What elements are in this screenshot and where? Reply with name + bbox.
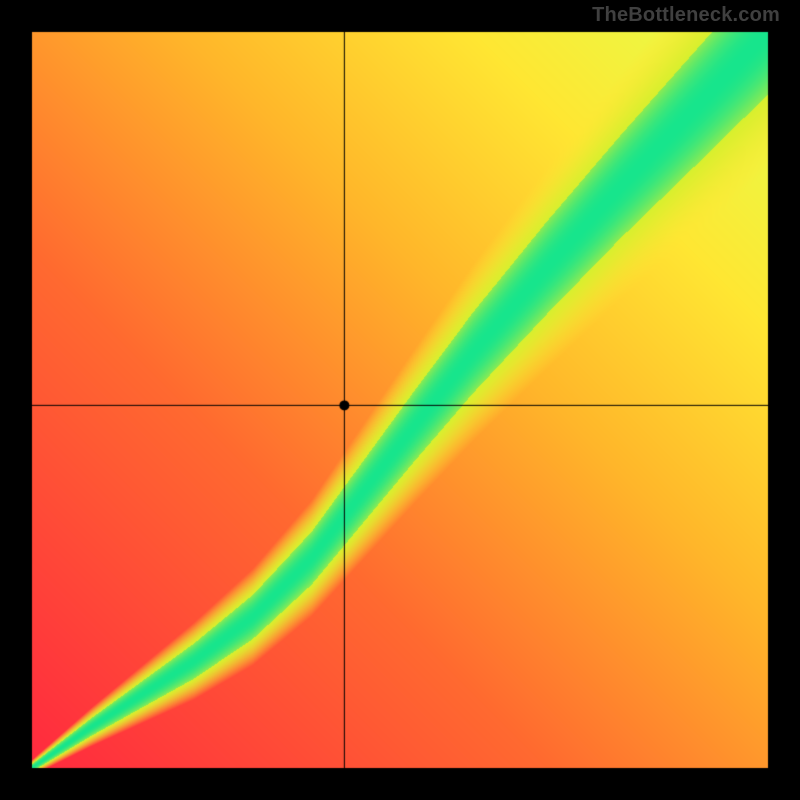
- chart-stage: TheBottleneck.com: [0, 0, 800, 800]
- heatmap-canvas: [0, 0, 800, 800]
- watermark-text: TheBottleneck.com: [592, 4, 780, 27]
